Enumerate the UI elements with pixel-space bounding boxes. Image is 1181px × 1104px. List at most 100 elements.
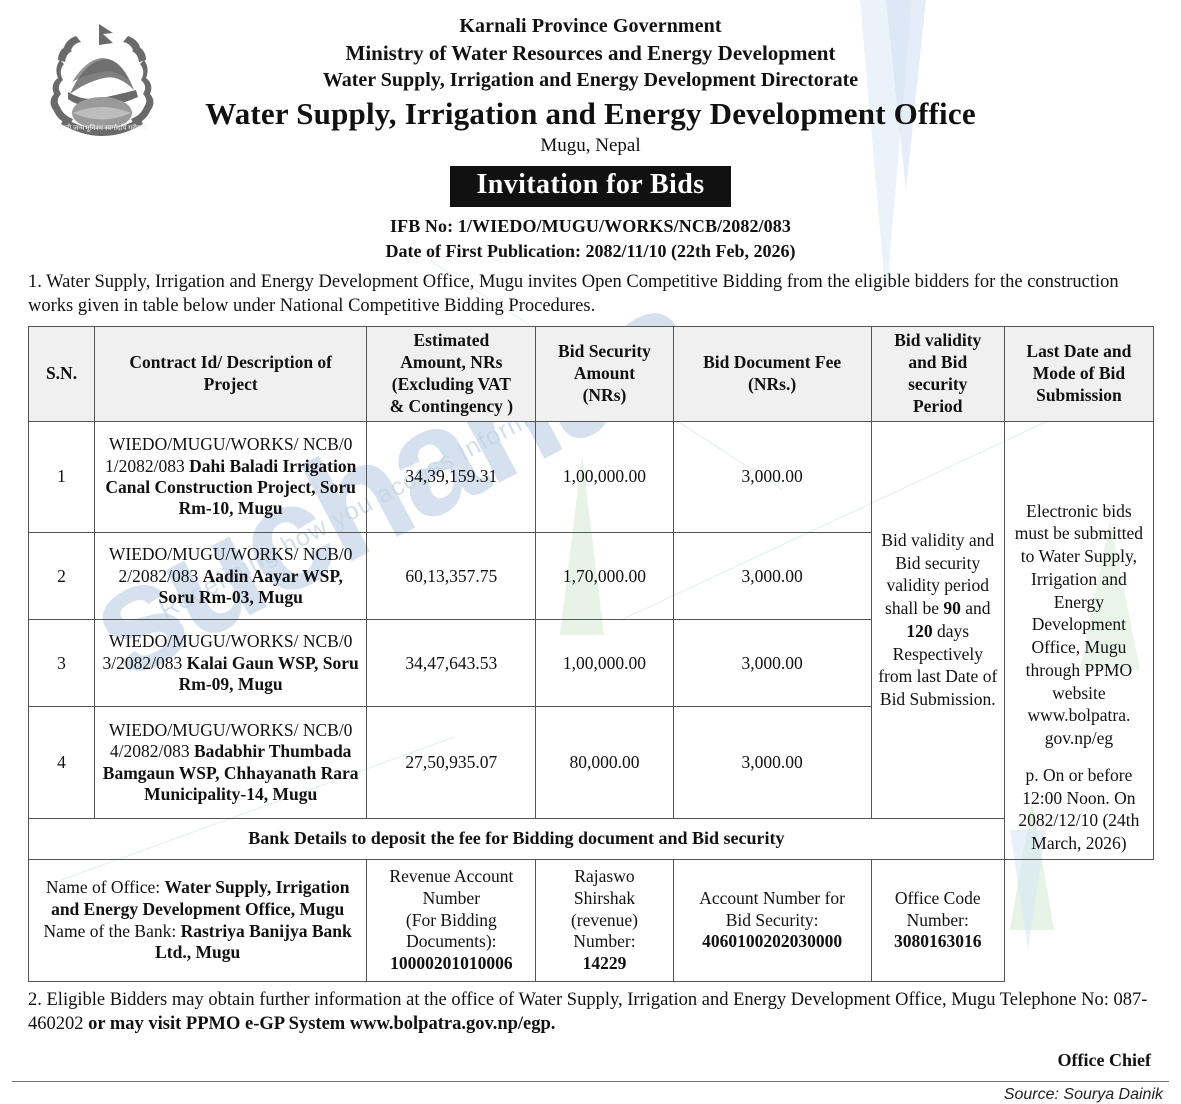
row-bid-document-fee: 3,000.00 bbox=[672, 706, 872, 820]
column-header-security-l2: Amount bbox=[573, 362, 636, 383]
submission-mode-text: Electronic bids must be submitted to Wat… bbox=[1014, 500, 1144, 749]
column-header-bid-validity: Bid validity and Bid security Period bbox=[870, 326, 1005, 422]
bank-name-label: Name of the Bank: bbox=[43, 920, 181, 941]
header-ministry: Ministry of Water Resources and Energy D… bbox=[345, 40, 836, 65]
column-header-sn: S.N. bbox=[27, 326, 96, 422]
office-code-cell: Office Code Number: 3080163016 bbox=[870, 858, 1005, 983]
header-province: Karnali Province Government bbox=[459, 15, 722, 37]
row-bid-document-fee: 3,000.00 bbox=[672, 420, 872, 534]
bid-security-account-number: 4060100202030000 bbox=[702, 931, 843, 952]
bid-validity-cell: Bid validity and Bid security validity p… bbox=[870, 420, 1005, 820]
rajaswo-label-l4: Number: bbox=[573, 931, 636, 952]
bid-validity-mid: and bbox=[960, 598, 991, 619]
row-sn: 3 bbox=[27, 619, 96, 708]
submission-deadline-text: p. On or before 12:00 Noon. On 2082/12/1… bbox=[1018, 764, 1140, 854]
header-place: Mugu, Nepal bbox=[540, 134, 641, 156]
source-attribution: Source: Sourya Dainik bbox=[1003, 1086, 1163, 1104]
row-description: WIEDO/MUGU/WORKS/ NCB/0 3/2082/083 Kalai… bbox=[94, 619, 368, 708]
row-bid-security: 1,00,000.00 bbox=[535, 619, 674, 708]
footer-paragraph-bold: or may visit PPMO e-GP System www.bolpat… bbox=[88, 1014, 556, 1035]
row-project-name: Dahi Baladi Irrigation Canal Constructio… bbox=[105, 455, 357, 519]
last-date-cell: Electronic bids must be submitted to Wat… bbox=[1003, 420, 1155, 860]
bid-validity-days-1: 90 bbox=[943, 598, 961, 619]
document-header: जननी जन्मभूमिश्च स्वर्गादपि गरीयसी Karna… bbox=[0, 0, 1181, 158]
column-header-estimated-l3: (Excluding VAT bbox=[391, 373, 511, 394]
row-estimated-amount: 27,50,935.07 bbox=[366, 706, 537, 820]
row-description: WIEDO/MUGU/WORKS/ NCB/0 1/2082/083 Dahi … bbox=[94, 420, 368, 534]
column-header-description: Contract Id/ Description of Project bbox=[94, 326, 368, 422]
row-estimated-amount: 34,47,643.53 bbox=[366, 619, 537, 708]
rajaswo-number: 14229 bbox=[582, 953, 627, 974]
bid-security-account-label-l1: Account Number for bbox=[699, 887, 846, 908]
row-bid-security: 80,000.00 bbox=[535, 706, 674, 820]
column-header-validity-l2: and Bid bbox=[908, 351, 968, 372]
revenue-account-label-l2: Number bbox=[422, 887, 481, 908]
bank-name-value: Rastriya Banijya Bank Ltd., Mugu bbox=[155, 920, 352, 963]
publication-date: Date of First Publication: 2082/11/10 (2… bbox=[385, 241, 796, 262]
nepal-government-emblem-icon: जननी जन्मभूमिश्च स्वर्गादपि गरीयसी bbox=[50, 24, 154, 136]
row-contract-id: WIEDO/MUGU/WORKS/ NCB/0 3/2082/083 bbox=[102, 631, 353, 673]
column-header-estimated-l1: Estimated bbox=[413, 330, 490, 351]
rajaswo-shirshak-cell: Rajaswo Shirshak (revenue) Number: 14229 bbox=[535, 858, 674, 983]
intro-paragraph: 1. Water Supply, Irrigation and Energy D… bbox=[28, 272, 1119, 316]
row-bid-security: 1,70,000.00 bbox=[535, 532, 674, 621]
bank-details-title: Bank Details to deposit the fee for Bidd… bbox=[28, 818, 1005, 860]
revenue-account-cell: Revenue Account Number (For Bidding Docu… bbox=[366, 858, 537, 983]
revenue-account-number: 10000201010006 bbox=[390, 953, 513, 974]
bid-security-account-cell: Account Number for Bid Security: 4060100… bbox=[672, 858, 872, 983]
row-sn: 4 bbox=[27, 706, 96, 820]
column-header-security-l3: (NRs) bbox=[582, 384, 627, 405]
column-header-last-l2: Mode of Bid bbox=[1032, 362, 1126, 383]
footer-paragraph: 2. Eligible Bidders may obtain further i… bbox=[28, 988, 1153, 1036]
office-code-number: 3080163016 bbox=[894, 931, 982, 952]
header-office-name: Water Supply, Irrigation and Energy Deve… bbox=[205, 95, 976, 131]
revenue-account-label-l4: Documents): bbox=[406, 931, 497, 952]
ifb-number: IFB No: 1/WIEDO/MUGU/WORKS/NCB/2082/083 bbox=[390, 216, 791, 237]
invitation-for-bids-banner: Invitation for Bids bbox=[450, 166, 731, 208]
column-header-estimated-l4: & Contingency ) bbox=[389, 395, 514, 416]
revenue-account-label-l1: Revenue Account bbox=[389, 865, 514, 886]
bank-office-cell: Name of Office: Water Supply, Irrigation… bbox=[27, 858, 368, 983]
column-header-validity-l4: Period bbox=[912, 395, 963, 416]
column-header-security-l1: Bid Security bbox=[558, 341, 651, 362]
table-header-row: S.N. Contract Id/ Description of Project… bbox=[27, 326, 1155, 422]
revenue-account-label-l3: (For Bidding bbox=[405, 909, 497, 930]
rajaswo-label-l1: Rajaswo bbox=[574, 865, 635, 886]
column-header-validity-l3: security bbox=[908, 373, 968, 394]
office-chief-signature: Office Chief bbox=[1057, 1050, 1151, 1071]
row-sn: 2 bbox=[27, 532, 96, 621]
bid-validity-post: days Respectively from last Date of Bid … bbox=[878, 620, 998, 710]
column-header-bid-document-fee: Bid Document Fee (NRs.) bbox=[672, 326, 872, 422]
row-bid-document-fee: 3,000.00 bbox=[672, 532, 872, 621]
column-header-description-l2: Project bbox=[203, 373, 258, 394]
bank-office-value: Water Supply, Irrigation and Energy Deve… bbox=[51, 876, 350, 919]
row-project-name: Kalai Gaun WSP, Soru Rm-09, Mugu bbox=[178, 652, 359, 695]
row-contract-id: WIEDO/MUGU/WORKS/ NCB/0 1/2082/083 bbox=[104, 434, 353, 476]
bid-packages-table: S.N. Contract Id/ Description of Project… bbox=[27, 326, 1155, 983]
rajaswo-label-l3: (revenue) bbox=[570, 909, 638, 930]
column-header-estimated-amount: Estimated Amount, NRs (Excluding VAT & C… bbox=[366, 326, 537, 422]
source-divider bbox=[12, 1081, 1169, 1083]
row-description: WIEDO/MUGU/WORKS/ NCB/0 2/2082/083 Aadin… bbox=[94, 532, 368, 621]
row-sn: 1 bbox=[27, 420, 96, 534]
table-row: 3 WIEDO/MUGU/WORKS/ NCB/0 3/2082/083 Kal… bbox=[27, 619, 1154, 708]
row-contract-id: WIEDO/MUGU/WORKS/ NCB/0 2/2082/083 bbox=[108, 544, 353, 586]
bid-security-account-label-l2: Bid Security: bbox=[725, 909, 819, 930]
bank-details-row: Name of Office: Water Supply, Irrigation… bbox=[27, 858, 1154, 983]
row-project-name: Aadin Aayar WSP, Soru Rm-03, Mugu bbox=[158, 565, 343, 608]
table-row: 1 WIEDO/MUGU/WORKS/ NCB/0 1/2082/083 Dah… bbox=[27, 420, 1155, 860]
row-estimated-amount: 34,39,159.31 bbox=[366, 420, 537, 534]
svg-text:जननी जन्मभूमिश्च स्वर्गादपि गर: जननी जन्मभूमिश्च स्वर्गादपि गरीयसी bbox=[56, 123, 147, 132]
row-estimated-amount: 60,13,357.75 bbox=[366, 532, 537, 621]
column-header-description-l1: Contract Id/ Description of bbox=[129, 351, 332, 372]
column-header-last-l3: Submission bbox=[1036, 384, 1122, 405]
column-header-bid-security: Bid Security Amount (NRs) bbox=[535, 326, 674, 422]
invitation-banner-wrap: Invitation for Bids bbox=[0, 166, 1181, 208]
row-bid-document-fee: 3,000.00 bbox=[672, 619, 872, 708]
last-date-spacer bbox=[1010, 750, 1148, 764]
office-code-label-l1: Office Code bbox=[894, 887, 981, 908]
column-header-validity-l1: Bid validity bbox=[894, 330, 982, 351]
bid-validity-days-2: 120 bbox=[906, 620, 933, 641]
row-description: WIEDO/MUGU/WORKS/ NCB/0 4/2082/083 Badab… bbox=[94, 706, 368, 820]
